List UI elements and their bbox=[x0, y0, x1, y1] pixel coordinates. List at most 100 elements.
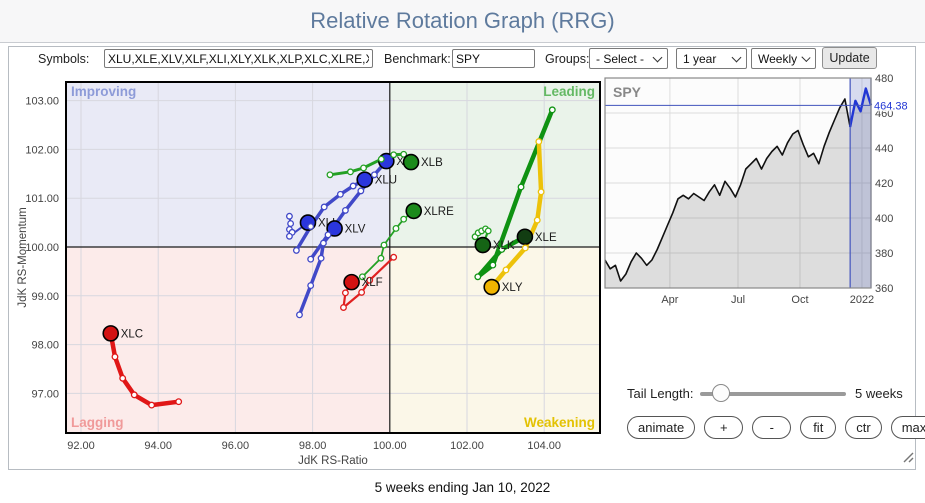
period-select[interactable]: 1 year bbox=[676, 48, 747, 69]
rrg-series-XLC: XLC bbox=[102, 325, 183, 409]
svg-text:380: 380 bbox=[875, 248, 893, 260]
svg-text:Oct: Oct bbox=[791, 294, 808, 306]
quadrant-label-weakening: Weakening bbox=[524, 415, 595, 430]
rrg-label-XLRE: XLRE bbox=[424, 206, 454, 218]
quadrant-weakening bbox=[389, 247, 600, 433]
rrg-label-XLU: XLU bbox=[375, 175, 397, 187]
status-text: 5 weeks ending Jan 10, 2022 bbox=[374, 480, 551, 495]
rrg-dot-XLY[interactable] bbox=[483, 278, 501, 296]
y-axis-title: JdK RS-Momentum bbox=[17, 207, 29, 307]
svg-text:98.00: 98.00 bbox=[31, 340, 59, 352]
tail-length-label: Tail Length: bbox=[627, 386, 694, 401]
title-bar: Relative Rotation Graph (RRG) bbox=[0, 0, 925, 43]
groups-select[interactable]: - Select - bbox=[589, 48, 668, 69]
svg-text:97.00: 97.00 bbox=[31, 388, 59, 400]
rrg-label-XLC: XLC bbox=[121, 328, 143, 340]
svg-text:101.00: 101.00 bbox=[25, 193, 59, 205]
spy-symbol-label: SPY bbox=[613, 84, 642, 100]
quadrant-improving bbox=[66, 82, 390, 247]
svg-text:Apr: Apr bbox=[661, 294, 678, 306]
chevron-down-icon bbox=[652, 52, 663, 62]
quadrant-label-improving: Improving bbox=[71, 84, 136, 99]
groups-label: Groups: bbox=[545, 52, 590, 66]
period-select-value: 1 year bbox=[683, 51, 717, 66]
center-button[interactable]: ctr bbox=[845, 416, 882, 439]
svg-text:400: 400 bbox=[875, 213, 893, 225]
rrg-series-XLF: XLF bbox=[340, 253, 398, 311]
rrg-dot-XLK[interactable] bbox=[474, 236, 492, 254]
fit-button[interactable]: fit bbox=[800, 416, 837, 439]
rrg-dot-XLE[interactable] bbox=[516, 228, 534, 246]
frequency-select-value: Weekly bbox=[758, 51, 798, 66]
quadrant-lagging bbox=[66, 247, 390, 433]
spy-area-fill bbox=[605, 88, 871, 288]
svg-text:103.00: 103.00 bbox=[25, 96, 59, 108]
rrg-label-XLY: XLY bbox=[502, 282, 523, 294]
symbols-label: Symbols: bbox=[38, 52, 90, 66]
animate-button[interactable]: animate bbox=[627, 416, 696, 439]
svg-text:100.00: 100.00 bbox=[25, 242, 59, 254]
rrg-series-XLE: XLE bbox=[474, 106, 557, 281]
update-button[interactable]: Update bbox=[822, 47, 877, 69]
resize-handle-icon[interactable] bbox=[901, 450, 914, 463]
svg-text:360: 360 bbox=[875, 283, 893, 295]
spy-tail-highlight bbox=[850, 78, 871, 288]
rrg-dot-XLF[interactable] bbox=[343, 273, 360, 291]
svg-text:94.00: 94.00 bbox=[144, 440, 172, 452]
tail-length-slider-thumb[interactable] bbox=[712, 384, 730, 402]
groups-select-value: - Select - bbox=[596, 51, 645, 66]
zoom-in-button[interactable]: + bbox=[704, 416, 744, 439]
spy-price-line-highlighted bbox=[848, 87, 873, 128]
svg-text:99.00: 99.00 bbox=[31, 291, 59, 303]
benchmark-input[interactable] bbox=[452, 49, 535, 68]
rrg-x-tick-labels: 92.00 94.00 96.00 98.00 100.00 102.00 104.00 bbox=[67, 440, 561, 452]
rrg-dot-XLU[interactable] bbox=[356, 171, 374, 188]
svg-text:102.00: 102.00 bbox=[25, 144, 59, 156]
svg-text:98.00: 98.00 bbox=[299, 440, 327, 452]
rrg-dot-XLB[interactable] bbox=[402, 153, 420, 171]
svg-text:102.00: 102.00 bbox=[450, 440, 484, 452]
svg-text:100.00: 100.00 bbox=[373, 440, 407, 452]
quadrant-label-lagging: Lagging bbox=[71, 415, 124, 430]
symbols-input[interactable] bbox=[104, 49, 373, 68]
svg-text:96.00: 96.00 bbox=[222, 440, 250, 452]
rrg-series-XLRE: XLRE bbox=[358, 202, 454, 281]
rrg-dot-XLRE[interactable] bbox=[405, 202, 423, 220]
rrg-label-XLB: XLB bbox=[421, 157, 443, 169]
svg-text:Jul: Jul bbox=[731, 294, 745, 306]
page-title: Relative Rotation Graph (RRG) bbox=[310, 8, 615, 33]
rrg-series-XLY: XLY bbox=[483, 138, 545, 296]
chart-control-buttons: animate + - fit ctr max bbox=[627, 416, 925, 439]
rrg-chart: Improving Leading Lagging Weakening 92.00 94.… bbox=[17, 81, 601, 467]
quadrant-label-leading: Leading bbox=[543, 84, 595, 99]
maximize-button[interactable]: max bbox=[890, 416, 925, 439]
quadrant-leading bbox=[389, 82, 600, 247]
chevron-down-icon bbox=[801, 52, 811, 62]
svg-text:2022: 2022 bbox=[850, 294, 874, 306]
x-axis-title: JdK RS-Ratio bbox=[298, 455, 368, 467]
last-price-label: 464.38 bbox=[874, 100, 908, 112]
svg-text:480: 480 bbox=[875, 73, 893, 85]
rrg-series-XLU: XLU bbox=[292, 171, 397, 254]
rrg-series-XLB: XLB bbox=[326, 150, 443, 179]
svg-text:440: 440 bbox=[875, 143, 893, 155]
spy-plot-border bbox=[604, 77, 872, 289]
frequency-select[interactable]: Weekly bbox=[751, 48, 816, 69]
rrg-series-XLK: XLK bbox=[471, 225, 515, 254]
svg-text:420: 420 bbox=[875, 178, 893, 190]
svg-text:104.00: 104.00 bbox=[527, 440, 561, 452]
rrg-y-tick-labels: 97.00 98.00 99.00 100.00 101.00 102.00 103.00 bbox=[25, 96, 59, 401]
rrg-label-XLE: XLE bbox=[535, 232, 557, 244]
rrg-dot-XLC[interactable] bbox=[102, 325, 120, 342]
tail-length-slider-track[interactable] bbox=[700, 392, 846, 396]
zoom-out-button[interactable]: - bbox=[752, 416, 792, 439]
chevron-down-icon bbox=[731, 52, 742, 62]
rrg-dot-XLV[interactable] bbox=[326, 220, 343, 237]
spy-x-tick-labels: Apr Jul Oct 2022 bbox=[661, 294, 874, 306]
rrg-series-XLV: XLV bbox=[296, 220, 366, 319]
spy-price-line bbox=[604, 98, 851, 282]
tail-length-value: 5 weeks bbox=[855, 386, 903, 401]
